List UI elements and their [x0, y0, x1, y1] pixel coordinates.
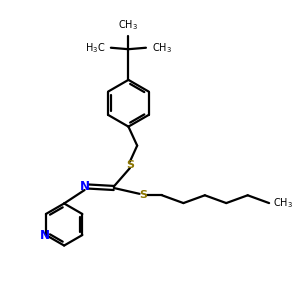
Text: S: S [139, 190, 147, 200]
Text: N: N [40, 229, 50, 242]
Text: CH$_3$: CH$_3$ [118, 18, 138, 32]
Text: S: S [126, 160, 134, 170]
Text: CH$_3$: CH$_3$ [152, 41, 172, 55]
Text: H$_3$C: H$_3$C [85, 41, 105, 55]
Text: N: N [80, 180, 90, 193]
Text: CH$_3$: CH$_3$ [274, 196, 293, 210]
